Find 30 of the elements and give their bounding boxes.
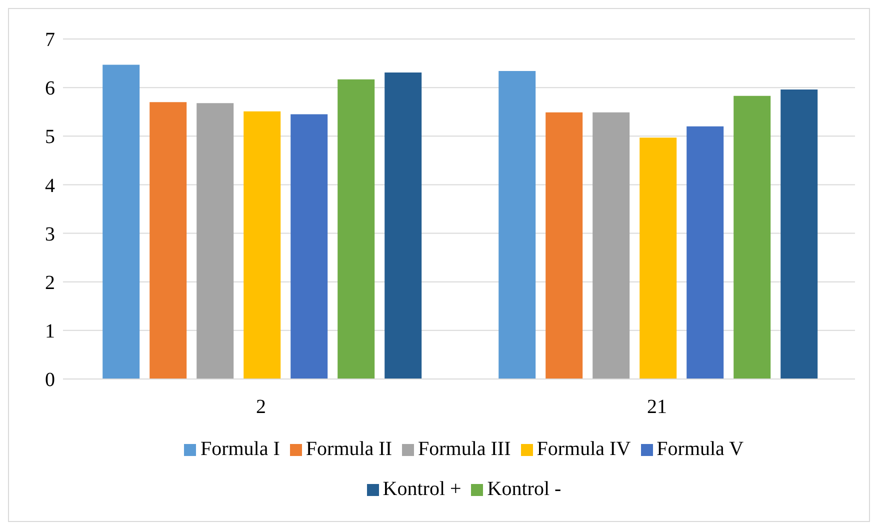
bar bbox=[196, 103, 234, 379]
legend-label: Formula V bbox=[656, 438, 744, 460]
bar bbox=[384, 72, 422, 379]
y-tick-label: 7 bbox=[45, 29, 55, 52]
bar bbox=[150, 102, 187, 379]
legend-label: Kontrol - bbox=[487, 478, 562, 500]
bar bbox=[686, 126, 724, 379]
y-tick-label: 4 bbox=[45, 174, 55, 197]
y-tick-label: 3 bbox=[45, 223, 55, 246]
bar bbox=[338, 79, 375, 379]
bar bbox=[498, 71, 536, 379]
bar bbox=[546, 112, 583, 379]
bar bbox=[244, 111, 281, 379]
legend-label: Formula II bbox=[306, 438, 392, 460]
x-tick-label: 21 bbox=[647, 396, 667, 418]
bar bbox=[780, 90, 818, 379]
bar bbox=[734, 96, 771, 379]
y-tick-label: 5 bbox=[45, 126, 55, 148]
bar bbox=[290, 114, 328, 379]
y-tick-label: 2 bbox=[45, 272, 55, 294]
bar bbox=[592, 112, 630, 379]
y-tick-label: 1 bbox=[45, 320, 55, 343]
legend-label: Kontrol + bbox=[382, 478, 462, 500]
legend-label: Formula IV bbox=[536, 438, 631, 460]
legend-label: Formula III bbox=[418, 438, 511, 460]
y-tick-label: 0 bbox=[45, 369, 55, 392]
bar bbox=[102, 64, 140, 379]
legend-label: Formula I bbox=[200, 438, 280, 460]
y-tick-label: 6 bbox=[45, 78, 55, 100]
bar bbox=[640, 138, 677, 379]
